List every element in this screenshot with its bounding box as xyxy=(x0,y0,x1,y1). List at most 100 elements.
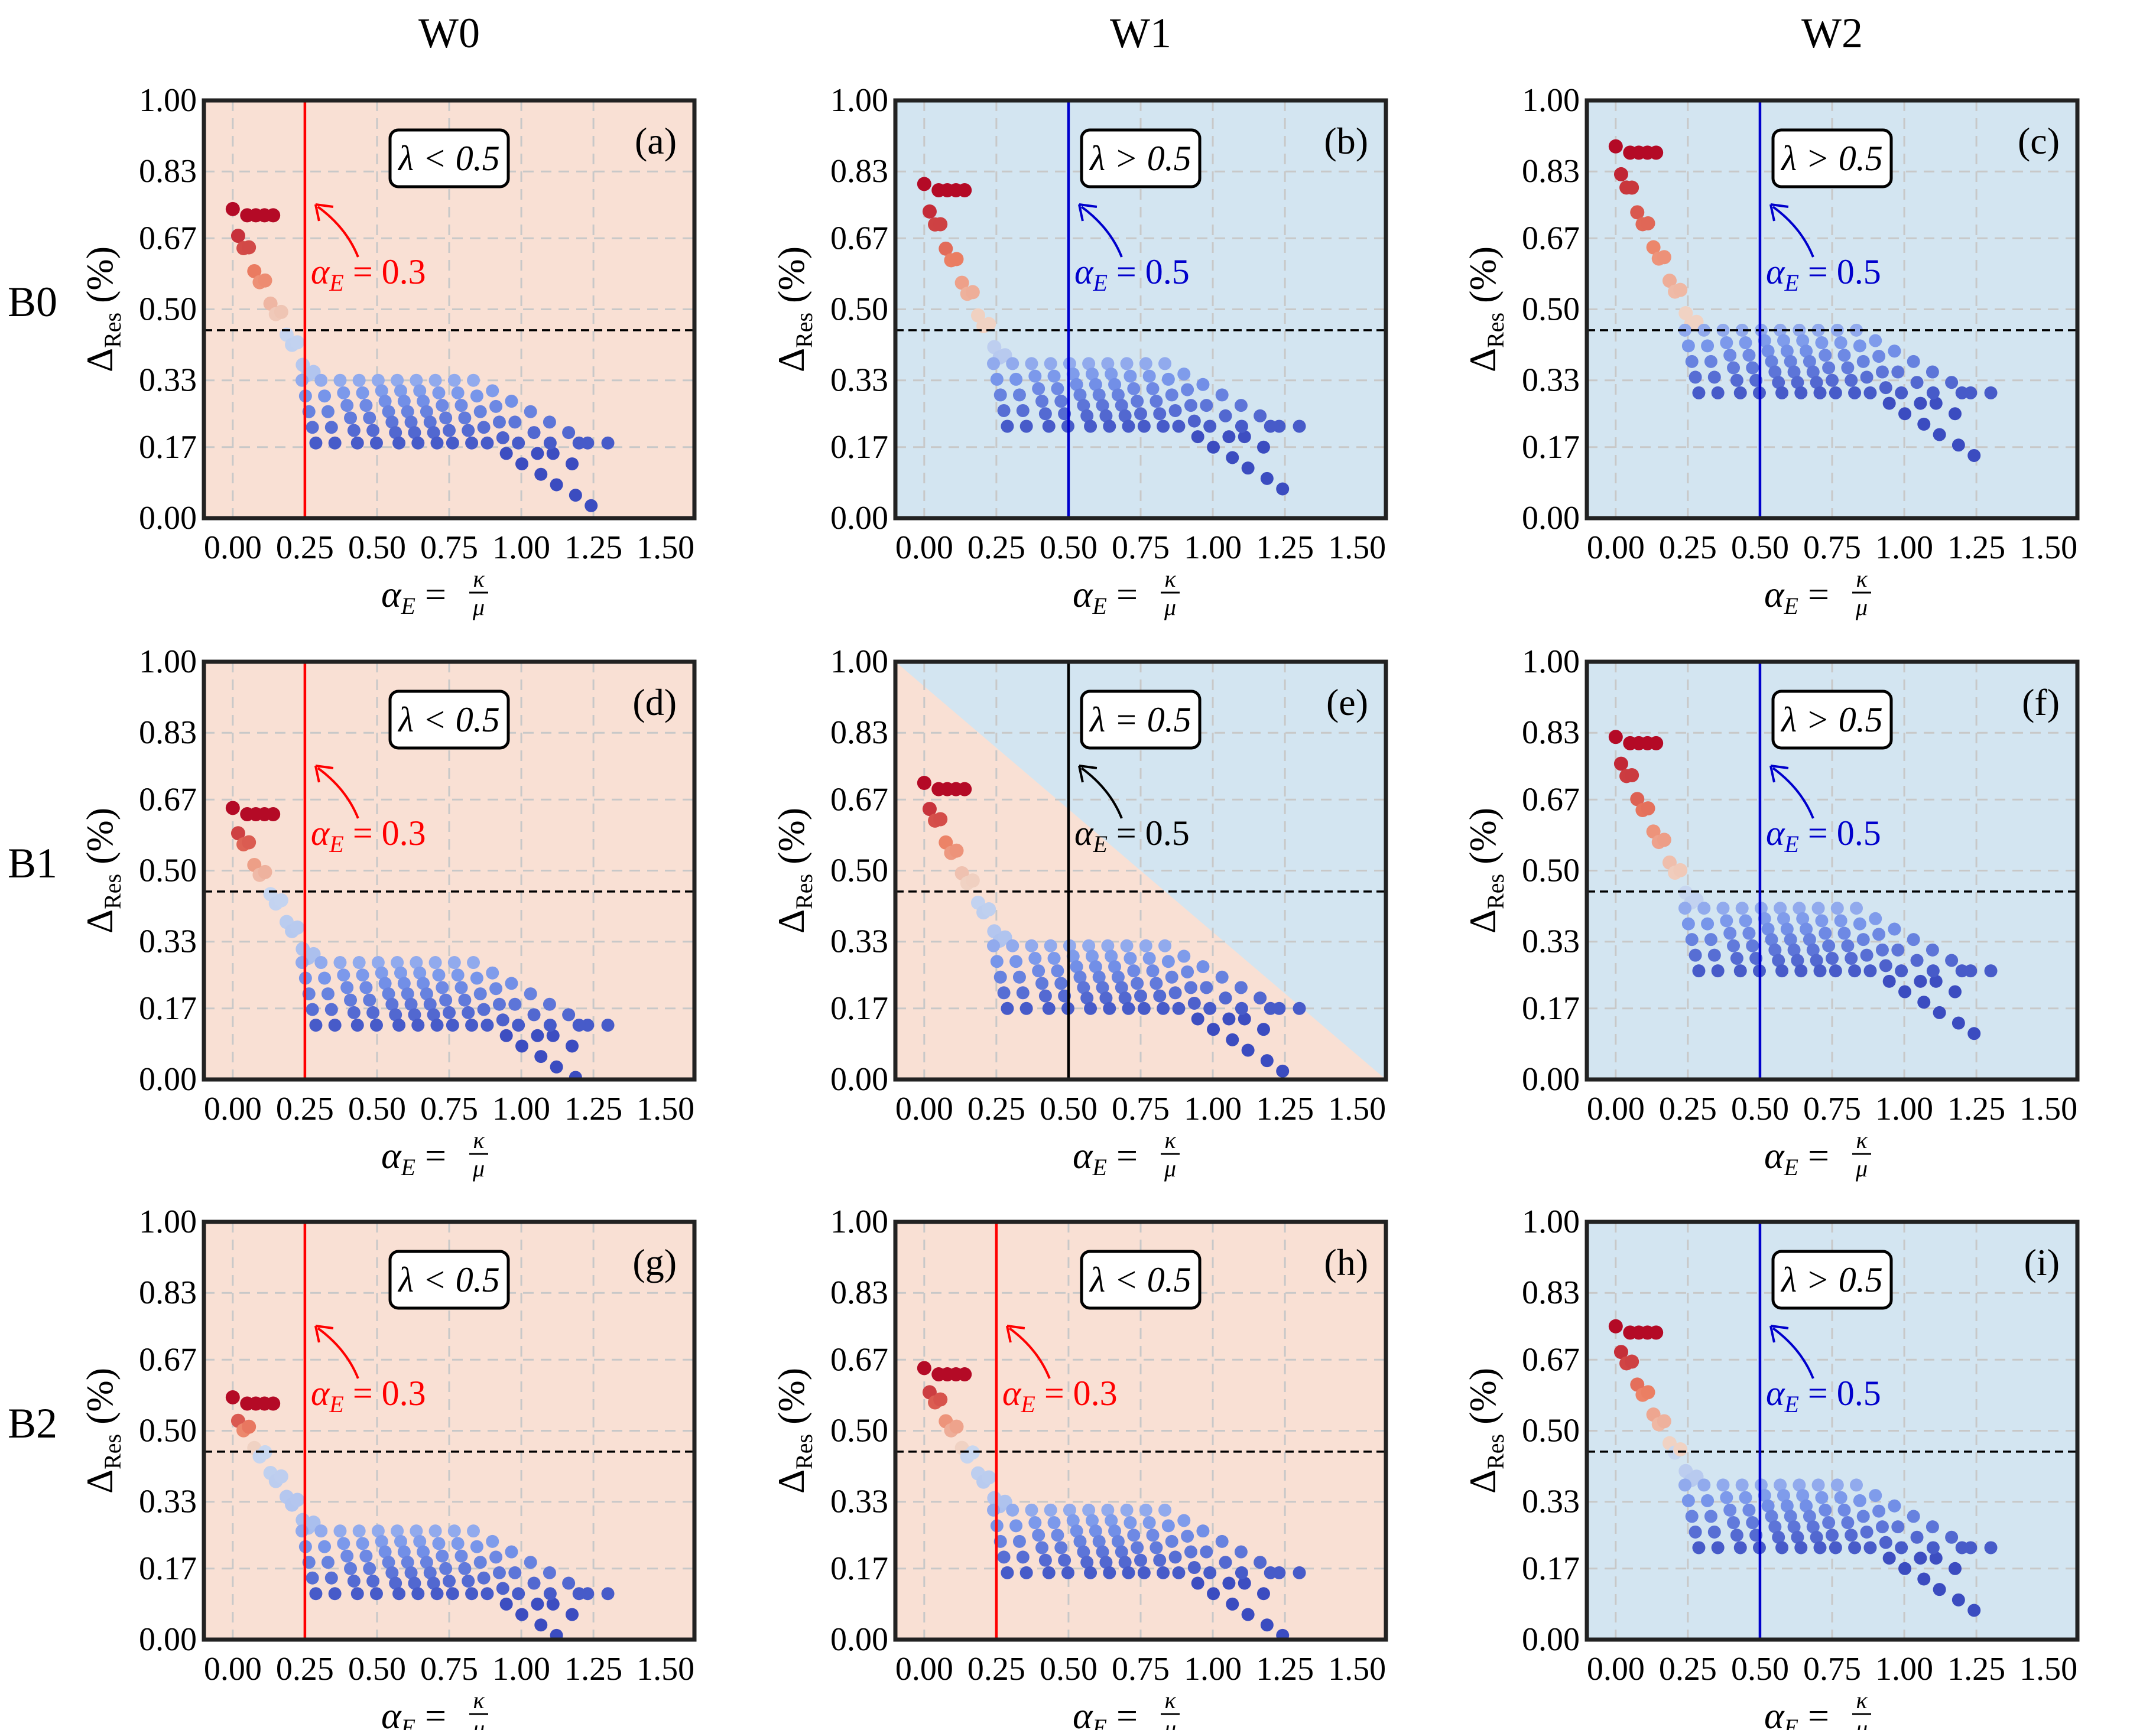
data-point xyxy=(1111,1534,1125,1548)
data-point xyxy=(1207,1023,1220,1036)
panel-e-annotation-symbol: α xyxy=(1074,814,1094,853)
data-point xyxy=(1707,948,1721,962)
data-point xyxy=(1829,386,1842,399)
data-point xyxy=(420,987,433,1001)
y-label-subscript: Res xyxy=(791,874,817,909)
data-point xyxy=(432,386,446,399)
data-point xyxy=(1815,1491,1829,1504)
data-point xyxy=(458,993,472,1007)
data-point xyxy=(1254,1556,1267,1569)
data-point xyxy=(1888,1499,1901,1513)
data-point xyxy=(356,968,369,982)
y-tick-label: 0.83 xyxy=(830,153,888,190)
data-point xyxy=(1815,336,1829,350)
data-point xyxy=(1153,407,1167,421)
data-point xyxy=(1103,1001,1116,1015)
data-point xyxy=(1613,167,1628,181)
data-point xyxy=(266,807,281,822)
data-point xyxy=(369,1587,383,1601)
data-point xyxy=(1863,964,1877,978)
data-point xyxy=(296,1524,309,1538)
data-point xyxy=(939,835,953,850)
data-point xyxy=(1054,977,1068,990)
data-point xyxy=(436,981,449,994)
data-point xyxy=(462,1575,475,1588)
data-point xyxy=(1019,1566,1033,1579)
panel-i-x-label-numerator: κ xyxy=(1856,1687,1868,1713)
column-header-w2: W2 xyxy=(1801,9,1863,57)
data-point xyxy=(512,1019,525,1032)
panel-h-annotation-value: = 0.3 xyxy=(1035,1374,1118,1413)
data-point xyxy=(247,264,262,278)
panel-d-x-label-numerator: κ xyxy=(473,1127,485,1153)
data-point xyxy=(1822,939,1836,952)
data-point xyxy=(413,966,427,980)
data-point xyxy=(1829,1541,1842,1555)
data-point xyxy=(965,285,980,300)
y-label-unit: (%) xyxy=(770,246,812,313)
data-point xyxy=(344,411,358,425)
data-point xyxy=(1184,1545,1197,1559)
data-point xyxy=(1157,1001,1170,1015)
data-point xyxy=(1723,926,1737,940)
row-header-b2: B2 xyxy=(8,1400,57,1447)
data-point xyxy=(382,405,395,418)
data-point xyxy=(1260,471,1274,485)
data-point xyxy=(290,920,305,935)
data-point xyxy=(1822,1516,1836,1530)
data-point xyxy=(486,1534,499,1548)
data-point xyxy=(1730,373,1743,387)
data-point xyxy=(1070,960,1083,974)
panel-d-points xyxy=(225,801,615,1079)
panel-g-y-axis-label: ΔRes (%) xyxy=(79,1368,126,1494)
data-point xyxy=(1869,334,1882,347)
data-point xyxy=(1134,989,1147,1003)
data-point xyxy=(1848,964,1862,978)
data-point xyxy=(1777,1489,1790,1503)
data-point xyxy=(306,1571,319,1585)
data-point xyxy=(1841,1516,1855,1530)
data-point xyxy=(1678,306,1693,321)
data-point xyxy=(1810,954,1823,967)
data-point xyxy=(1172,1001,1186,1015)
data-point xyxy=(1187,996,1201,1010)
y-tick-label: 0.00 xyxy=(1522,500,1580,536)
x-tick-label: 0.75 xyxy=(420,1091,478,1127)
y-tick-label: 1.00 xyxy=(830,643,888,680)
data-point xyxy=(1707,370,1721,384)
x-tick-label: 1.00 xyxy=(1184,1091,1242,1127)
data-point xyxy=(394,1534,407,1548)
data-point xyxy=(1811,1478,1825,1492)
data-point xyxy=(1082,357,1096,370)
x-tick-label: 1.00 xyxy=(1875,1651,1933,1687)
data-point xyxy=(1649,736,1664,750)
data-point xyxy=(385,415,399,429)
data-point xyxy=(1758,1489,1771,1503)
data-point xyxy=(954,275,969,290)
data-point xyxy=(427,1576,440,1590)
data-point xyxy=(1241,461,1255,475)
data-point xyxy=(1235,420,1248,433)
data-point xyxy=(1235,1001,1248,1015)
y-tick-label: 0.33 xyxy=(830,1484,888,1520)
panel-e-annotation-subscript: E xyxy=(1092,831,1107,857)
data-point xyxy=(949,1419,964,1434)
data-point xyxy=(1948,407,1962,421)
data-point xyxy=(922,802,937,817)
data-point xyxy=(1035,395,1049,408)
data-point xyxy=(1080,991,1094,1005)
data-point xyxy=(309,1587,323,1601)
data-point xyxy=(1775,386,1789,399)
data-point xyxy=(1879,381,1892,395)
y-tick-label: 1.00 xyxy=(139,1204,197,1240)
x-tick-label: 1.50 xyxy=(1328,1091,1386,1127)
data-point xyxy=(1926,964,1940,978)
data-point xyxy=(446,1587,459,1601)
data-point xyxy=(550,1628,563,1640)
data-point xyxy=(1001,1566,1014,1579)
data-point xyxy=(1293,1001,1306,1015)
data-point xyxy=(1681,339,1695,353)
data-point xyxy=(446,1019,459,1032)
data-point xyxy=(546,447,560,460)
data-point xyxy=(1073,970,1087,984)
